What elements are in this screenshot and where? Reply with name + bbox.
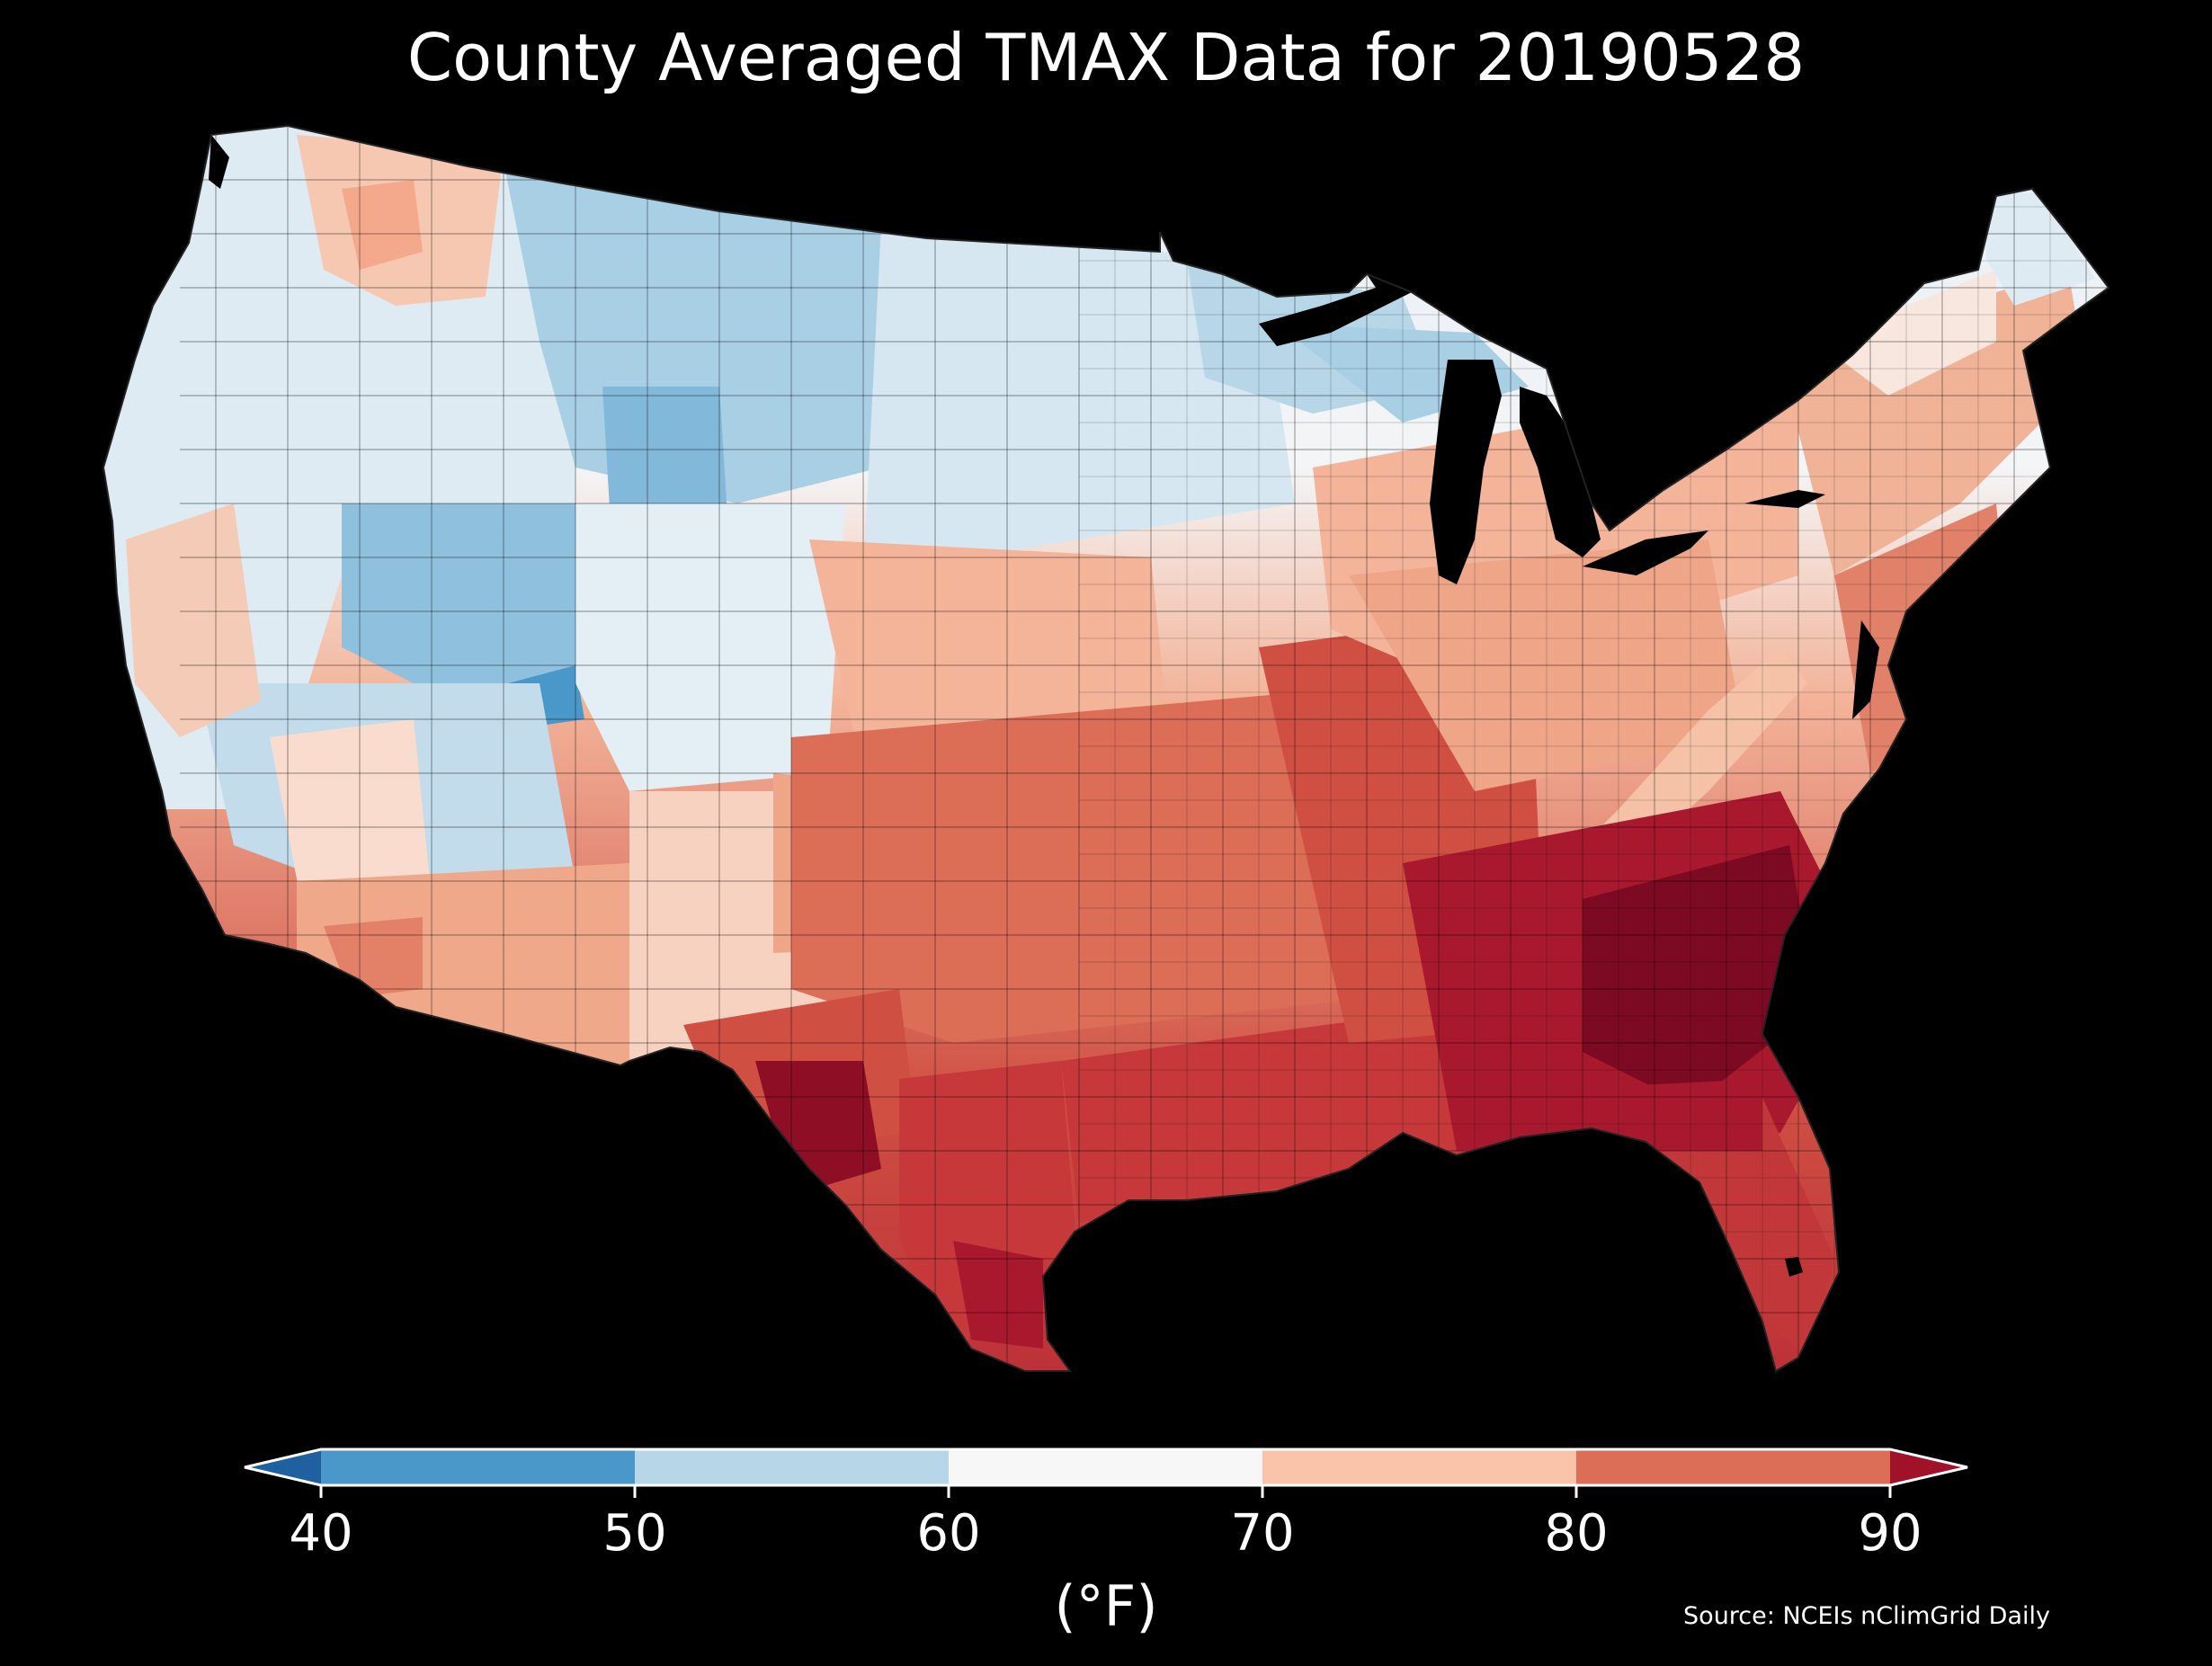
region-gulf-coast xyxy=(1061,1007,1529,1223)
region-georgia-core xyxy=(1583,845,1816,1106)
region-north-florida xyxy=(1583,1079,1762,1151)
region-arizona-hot xyxy=(324,917,423,998)
region-southern-nevada xyxy=(270,719,432,926)
region-maine xyxy=(1978,193,2095,306)
colorbar-tick-label-4: 80 xyxy=(1544,1504,1608,1563)
temperature-colorbar: 40 50 60 70 80 90 xyxy=(244,1448,1968,1563)
map-title: County Averaged TMAX Data for 20190528 xyxy=(406,20,1806,95)
lake-okeechobee xyxy=(1785,1257,1803,1277)
lake-huron xyxy=(1520,387,1601,557)
region-northern-rockies xyxy=(504,162,899,503)
puget-sound xyxy=(209,135,229,189)
colorbar-bin-0 xyxy=(321,1449,635,1485)
colorbar-tick-label-3: 70 xyxy=(1230,1504,1294,1563)
lake-superior xyxy=(1259,274,1412,346)
colorbar-bin-4 xyxy=(1576,1449,1890,1485)
colorbar-bin-2 xyxy=(949,1449,1262,1485)
region-rio-grande xyxy=(953,1241,1043,1349)
colorbar-tick-label-2: 60 xyxy=(916,1504,980,1563)
colorbar-under-arrow xyxy=(245,1449,321,1485)
colorbar-bin-1 xyxy=(635,1449,949,1485)
lake-erie xyxy=(1583,530,1708,575)
chesapeake-bay xyxy=(1852,620,1879,719)
us-county-temperature-map xyxy=(103,125,2109,1372)
colorbar-over-arrow xyxy=(1890,1449,1967,1485)
region-northern-plains xyxy=(863,225,1295,575)
region-wyoming-cold xyxy=(602,387,728,539)
source-credit: Source: NCEIs nClimGrid Daily xyxy=(1683,1602,2050,1630)
lake-michigan xyxy=(1430,360,1502,584)
colorbar-bin-3 xyxy=(1262,1449,1576,1485)
region-colorado-plateau xyxy=(575,503,845,791)
region-great-basin-cold xyxy=(342,503,629,710)
region-new-england-north xyxy=(1816,270,1996,396)
region-ohio-valley xyxy=(1349,539,1744,791)
region-california-central xyxy=(126,503,261,737)
colorbar-tick-label-5: 90 xyxy=(1858,1504,1922,1563)
colorbar-unit-label: (°F) xyxy=(1054,1573,1158,1639)
region-idaho-warm xyxy=(342,180,423,270)
lake-ontario xyxy=(1744,490,1825,508)
colorbar-tick-label-0: 40 xyxy=(289,1504,352,1563)
colorbar-tick-label-1: 50 xyxy=(602,1504,666,1563)
